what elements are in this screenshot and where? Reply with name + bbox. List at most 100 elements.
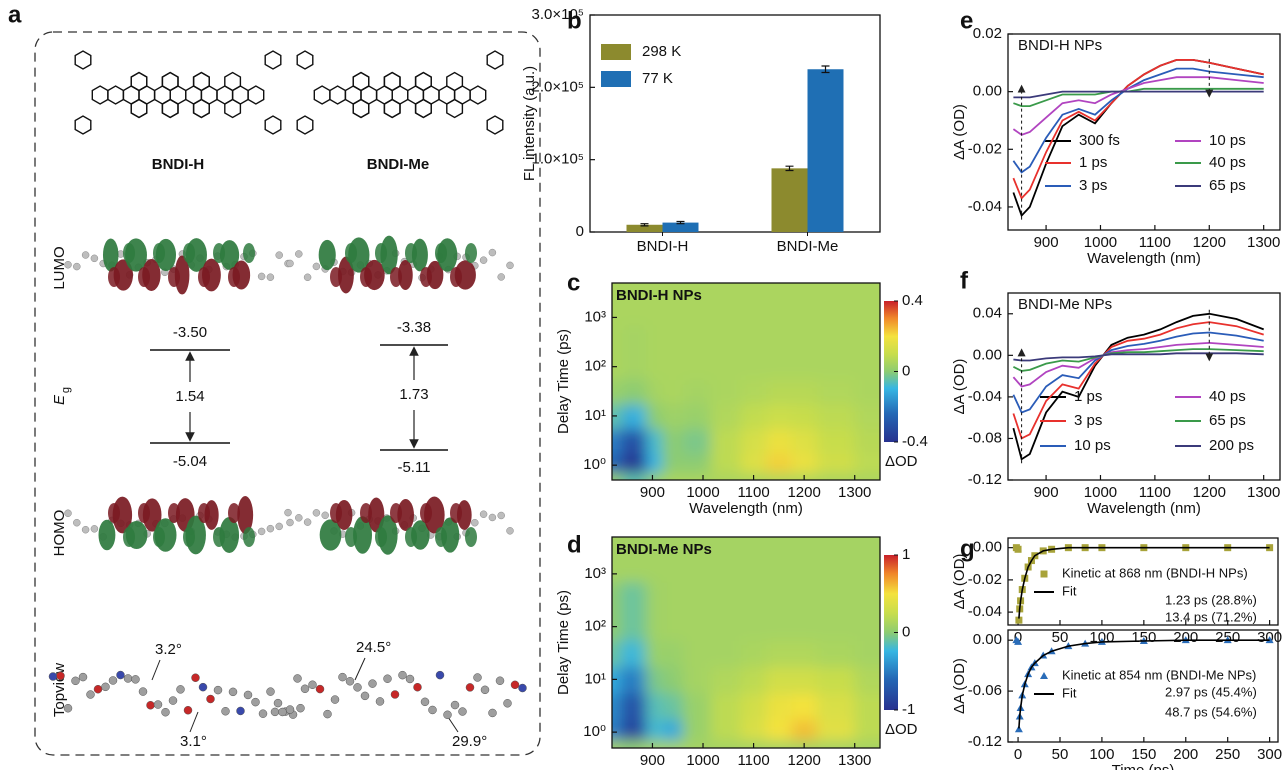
heat-cell (646, 719, 664, 741)
heat-cell (854, 472, 880, 480)
legend-swatch (601, 71, 631, 87)
x-tick-label: 1100 (737, 484, 769, 501)
x-tick-label: 1200 (1193, 484, 1226, 501)
panel-label: c (567, 269, 580, 296)
orbital-lobe (435, 243, 447, 263)
heat-cell (791, 666, 818, 694)
heat-cell (646, 640, 664, 668)
panel-label: e (960, 7, 973, 34)
orbital-lobe (450, 267, 462, 287)
heat-cell (662, 693, 684, 721)
ring (329, 85, 347, 105)
heat-cell (710, 324, 742, 381)
ring (486, 115, 504, 135)
heat-cell (766, 581, 793, 641)
heat-cell (633, 581, 647, 641)
heat-cell (682, 404, 712, 430)
data-point (1265, 636, 1274, 644)
fit-annotation: 2.97 ps (45.4%) (1165, 684, 1257, 699)
heat-cell (791, 581, 818, 641)
y-tick-label: -0.12 (968, 471, 1002, 488)
heat-cell (662, 719, 684, 741)
x-tick-label: 1300 (1247, 484, 1280, 501)
error-bar (785, 165, 794, 172)
heat-cell (633, 740, 647, 748)
heat-cell (816, 740, 856, 748)
atom (146, 701, 155, 710)
orbital-lobe (138, 267, 150, 287)
atom (390, 690, 400, 699)
heat-cell (710, 640, 742, 668)
atom (510, 680, 520, 690)
legend-label: 3 ps (1074, 412, 1102, 429)
atom (275, 522, 283, 531)
ring (453, 85, 471, 105)
orbital-lobe (411, 238, 428, 272)
molecule-name: BNDI-H (152, 156, 205, 173)
heat-cell (633, 283, 647, 326)
heat-cell (662, 740, 684, 748)
x-tick-label: 50 (1052, 629, 1069, 646)
x-tick-label: 1100 (1139, 484, 1171, 501)
heat-cell (740, 537, 767, 583)
heat-cell (710, 537, 742, 583)
angle-label: 3.2° (155, 641, 182, 658)
ring (296, 50, 314, 70)
atom (176, 685, 185, 694)
heat-cell (612, 719, 623, 741)
heat-cell (816, 666, 856, 694)
y-tick-label: -0.04 (968, 603, 1002, 620)
heat-cell (816, 537, 856, 583)
heat-cell (662, 581, 684, 641)
orbital-lobe (108, 267, 120, 287)
x-tick-label: 1100 (737, 752, 769, 769)
heat-cell (633, 379, 647, 405)
heat-cell (816, 719, 856, 741)
ring (192, 98, 210, 119)
plot-frame (1007, 629, 1279, 743)
x-tick-label: 250 (1215, 746, 1240, 763)
atom (131, 675, 140, 684)
atom (465, 683, 475, 692)
panel-label: g (960, 535, 975, 562)
atom (293, 674, 302, 683)
atom (48, 672, 58, 681)
atom (345, 677, 355, 686)
heat-cell (612, 428, 623, 454)
chart-panel: 10⁰ 10¹ 10² 10³ 900 1000 1100 1200 1300 Wavelengt… (555, 269, 928, 517)
orbital-lobe (360, 267, 372, 287)
y-tick-label: -0.02 (968, 140, 1002, 157)
orbital-lobe (213, 243, 225, 263)
x-tick-label: 0 (1014, 629, 1022, 646)
heat-cell (854, 428, 880, 454)
orbital-lobe (405, 527, 417, 547)
orbital-lobe (228, 503, 240, 523)
orbital-lobe (398, 260, 413, 290)
x-tick-label: 1000 (1084, 484, 1117, 501)
data-point (1015, 616, 1023, 624)
orbital-lobe (228, 267, 240, 287)
y-axis-label: Delay Time (ps) (555, 590, 572, 695)
heat-cell (662, 428, 684, 454)
heat-cell (710, 379, 742, 405)
heat-cell (816, 283, 856, 326)
plot-frame (589, 14, 881, 233)
heat-cell (622, 453, 634, 474)
orbital-lobe (174, 255, 190, 295)
heat-cell (710, 581, 742, 641)
orbital-lobe (330, 503, 342, 523)
gap-label-sub: g (60, 387, 72, 393)
heatmap-title: BNDI-Me NPs (616, 541, 712, 558)
atom (73, 262, 81, 271)
legend-label: 298 K (642, 43, 681, 60)
atom (383, 674, 392, 683)
orbital-lobe (123, 243, 135, 263)
x-tick-label: 50 (1052, 746, 1069, 763)
heat-cell (622, 428, 634, 454)
y-tick-label: 0 (576, 223, 584, 240)
orbital-lobe (465, 527, 477, 547)
bar (662, 222, 699, 232)
atom (506, 527, 514, 535)
heat-cell (633, 640, 647, 668)
heat-cell (816, 379, 856, 405)
